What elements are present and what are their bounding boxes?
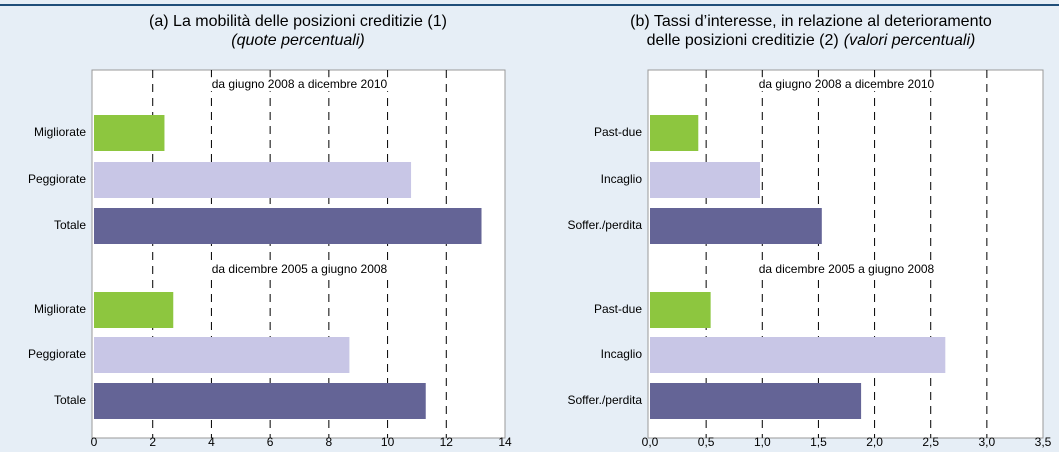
x-tick-label: 2,0: [866, 435, 883, 449]
y-tick-label: Totale: [54, 393, 86, 407]
chart-title-line: (b) Tassi d’interesse, in relazione al d…: [630, 13, 992, 30]
bar: [94, 292, 174, 328]
x-tick-label: 1,0: [754, 435, 771, 449]
x-tick-label: 14: [498, 435, 512, 449]
y-tick-label: Past-due: [594, 125, 642, 139]
y-tick-label: Totale: [54, 218, 86, 232]
x-tick-label: 0: [91, 435, 98, 449]
x-tick-label: 0,0: [642, 435, 659, 449]
chart-subtitle: (quote percentuali): [231, 32, 364, 49]
group-label-bg: [208, 77, 391, 92]
x-tick-label: 0,5: [698, 435, 715, 449]
x-tick-label: 4: [208, 435, 215, 449]
group-label: da dicembre 2005 a giugno 2008: [212, 262, 388, 276]
bar: [650, 115, 699, 151]
x-tick-label: 8: [326, 435, 333, 449]
x-tick-label: 3,5: [1035, 435, 1052, 449]
chart-title-line: (a) La mobilità delle posizioni creditiz…: [149, 13, 447, 30]
bar: [650, 337, 946, 373]
bar: [650, 383, 862, 419]
group-label: da giugno 2008 a dicembre 2010: [212, 77, 388, 91]
bar: [94, 208, 482, 244]
y-tick-label: Soffer./perdita: [568, 218, 643, 232]
group-label: da giugno 2008 a dicembre 2010: [759, 77, 935, 91]
bar: [94, 162, 412, 198]
bar: [94, 337, 350, 373]
group-label: da dicembre 2005 a giugno 2008: [759, 262, 935, 276]
chart-title: (a) La mobilità delle posizioni creditiz…: [149, 13, 447, 30]
bar: [650, 292, 711, 328]
y-tick-label: Incaglio: [601, 347, 643, 361]
y-tick-label: Migliorate: [34, 125, 86, 139]
chart-title: delle posizioni creditizie (2) (valori pe…: [647, 32, 976, 49]
bar: [650, 162, 761, 198]
group-label-bg: [755, 77, 938, 92]
bar: [94, 383, 426, 419]
y-tick-label: Soffer./perdita: [568, 393, 643, 407]
plot-area: [647, 69, 1044, 439]
y-tick-label: Peggiorate: [28, 347, 86, 361]
bar: [650, 208, 822, 244]
chart-subtitle: (valori percentuali): [844, 32, 976, 49]
y-tick-label: Migliorate: [34, 302, 86, 316]
x-tick-label: 12: [440, 435, 454, 449]
chart-title-line: delle posizioni creditizie (2): [647, 32, 839, 49]
y-tick-label: Past-due: [594, 302, 642, 316]
group-label-bg: [208, 262, 391, 277]
x-tick-label: 10: [381, 435, 395, 449]
y-tick-label: Incaglio: [601, 172, 643, 186]
group-label-bg: [755, 262, 938, 277]
chart-title: (b) Tassi d’interesse, in relazione al d…: [630, 13, 992, 30]
x-tick-label: 2,5: [922, 435, 939, 449]
x-tick-label: 1,5: [810, 435, 827, 449]
x-tick-label: 2: [149, 435, 156, 449]
x-tick-label: 3,0: [979, 435, 996, 449]
bar: [94, 115, 165, 151]
y-tick-label: Peggiorate: [28, 172, 86, 186]
x-tick-label: 6: [267, 435, 274, 449]
